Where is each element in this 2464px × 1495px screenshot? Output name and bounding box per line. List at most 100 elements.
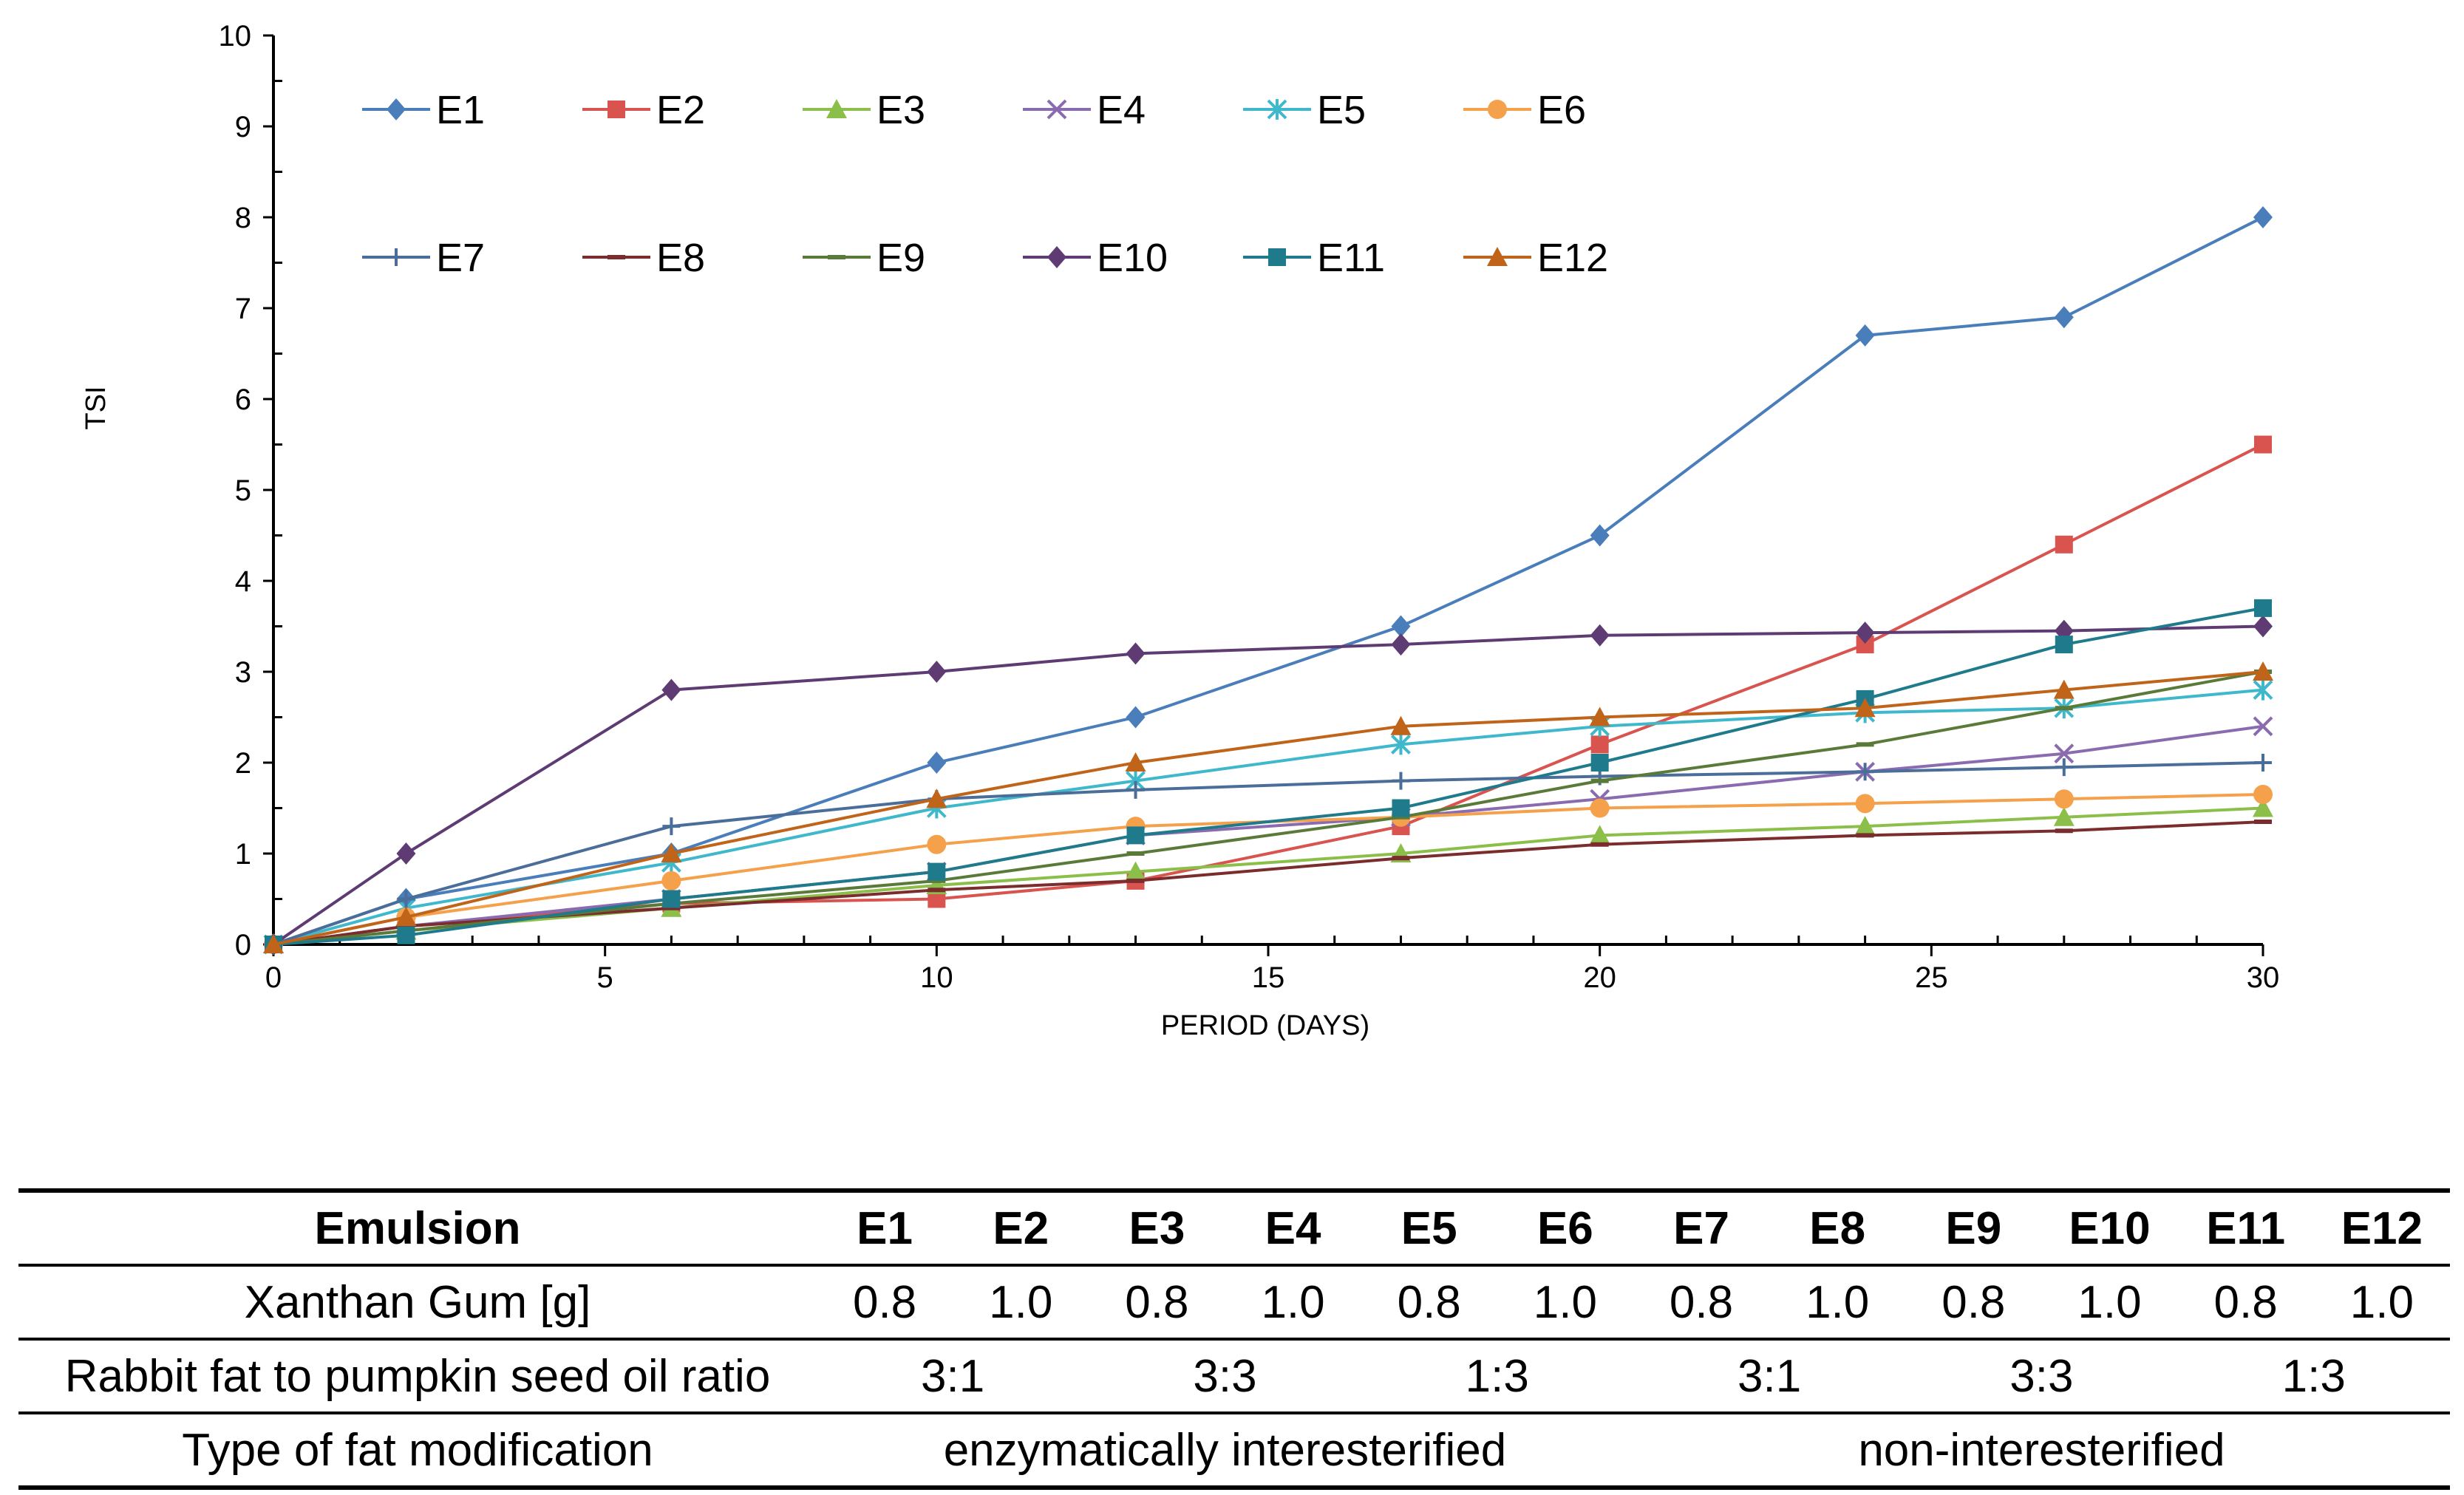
series-e2 bbox=[265, 435, 2272, 953]
data-point-e4 bbox=[2253, 716, 2273, 737]
data-point-e7 bbox=[2055, 758, 2073, 777]
emulsion-col-header: E7 bbox=[1633, 1188, 1770, 1267]
legend-marker bbox=[387, 248, 405, 266]
data-point-e12 bbox=[926, 789, 947, 808]
emulsion-col-header: E12 bbox=[2313, 1188, 2450, 1267]
data-point-e5 bbox=[2253, 679, 2273, 701]
y-tick-label: 9 bbox=[235, 111, 251, 143]
y-tick-label: 8 bbox=[235, 202, 251, 234]
data-point-e10 bbox=[1855, 622, 1875, 644]
legend-label-e2: E2 bbox=[656, 88, 705, 132]
data-point-e10 bbox=[927, 661, 947, 683]
y-tick-label: 0 bbox=[235, 929, 251, 961]
legend-label-e10: E10 bbox=[1097, 236, 1168, 280]
legend-marker bbox=[1267, 99, 1287, 120]
x-tick-label: 15 bbox=[1252, 961, 1285, 994]
legend-marker bbox=[1487, 247, 1508, 266]
emulsion-col-header: E10 bbox=[2041, 1188, 2178, 1267]
y-tick-label: 7 bbox=[235, 293, 251, 325]
modification-row-label: Type of fat modification bbox=[18, 1413, 817, 1490]
data-point-e11 bbox=[2055, 636, 2073, 654]
data-point-e2 bbox=[2254, 435, 2272, 454]
data-point-e7 bbox=[397, 890, 415, 908]
table-cell: 3:3 bbox=[1089, 1339, 1361, 1414]
series-line-e3 bbox=[273, 806, 2264, 946]
data-point-e11 bbox=[1126, 826, 1145, 845]
data-point-e7 bbox=[1126, 780, 1145, 799]
data-point-e7 bbox=[662, 817, 681, 836]
series-e7 bbox=[265, 754, 2272, 953]
data-point-e12 bbox=[1125, 752, 1146, 772]
data-point-e6 bbox=[2054, 789, 2074, 809]
emulsion-col-header: E8 bbox=[1769, 1188, 1906, 1267]
data-point-e11 bbox=[397, 926, 415, 944]
x-tick-label: 20 bbox=[1583, 961, 1616, 994]
data-point-e12 bbox=[2253, 661, 2273, 681]
x-tick-label: 5 bbox=[597, 961, 613, 994]
data-point-e10 bbox=[396, 842, 416, 865]
legend-label-e3: E3 bbox=[877, 88, 925, 132]
y-tick-label: 5 bbox=[235, 474, 251, 507]
modification-row: Type of fat modification enzymatically i… bbox=[18, 1413, 2450, 1490]
data-point-e10 bbox=[1590, 624, 1610, 647]
table-cell: 3:3 bbox=[1905, 1339, 2178, 1414]
emulsion-col-header: E4 bbox=[1225, 1188, 1361, 1267]
table-cell: 0.8 bbox=[1905, 1265, 2042, 1341]
legend-item-e3: E3 bbox=[803, 88, 925, 132]
table-cell: 0.8 bbox=[2177, 1265, 2314, 1341]
data-point-e6 bbox=[927, 834, 947, 854]
series-line-e5 bbox=[273, 688, 2264, 946]
legend-label-e8: E8 bbox=[656, 236, 705, 280]
data-point-e11 bbox=[928, 862, 946, 881]
data-point-e12 bbox=[2053, 679, 2075, 699]
y-tick-label: 6 bbox=[235, 384, 251, 416]
emulsion-col-header: E5 bbox=[1361, 1188, 1497, 1267]
emulsion-col-header: E1 bbox=[817, 1188, 953, 1267]
data-point-e11 bbox=[2254, 599, 2272, 617]
table-cell: 1:3 bbox=[1361, 1339, 1633, 1414]
legend-label-e4: E4 bbox=[1097, 88, 1146, 132]
x-axis-title: PERIOD (DAYS) bbox=[1161, 1010, 1369, 1041]
legend-label-e12: E12 bbox=[1537, 236, 1608, 280]
legend-item-e8: E8 bbox=[582, 236, 705, 280]
table-cell: 1.0 bbox=[1225, 1265, 1361, 1341]
data-point-e6 bbox=[2253, 785, 2273, 805]
series-line-e7 bbox=[273, 761, 2264, 946]
legend-item-e1: E1 bbox=[362, 88, 485, 132]
legend: E1 E2 E3 E4 E5 E6 E7 E8 E9 E10 E11 E12 bbox=[362, 88, 1608, 280]
legend-item-e10: E10 bbox=[1023, 236, 1168, 280]
legend-marker bbox=[387, 98, 406, 120]
data-point-e12 bbox=[1390, 715, 1412, 735]
series-lines bbox=[263, 206, 2273, 956]
xanthan-row-label: Xanthan Gum [g] bbox=[18, 1265, 817, 1341]
legend-item-e6: E6 bbox=[1463, 88, 1586, 132]
legend-item-e2: E2 bbox=[582, 88, 705, 132]
y-tick-label: 10 bbox=[219, 20, 252, 52]
table-cell: 1.0 bbox=[2041, 1265, 2178, 1341]
data-point-e1 bbox=[1391, 615, 1411, 638]
axes bbox=[263, 34, 2264, 956]
x-tick-label: 0 bbox=[265, 961, 282, 994]
table-cell: 3:1 bbox=[817, 1339, 1089, 1414]
y-tick-label: 1 bbox=[235, 838, 251, 871]
ratio-row: Rabbit fat to pumpkin seed oil ratio 3:1… bbox=[18, 1339, 2450, 1414]
table-cell: 0.8 bbox=[1633, 1265, 1770, 1341]
legend-label-e9: E9 bbox=[877, 236, 925, 280]
legend-marker bbox=[608, 101, 625, 118]
emulsion-composition-table: Emulsion E1 E2 E3 E4 E5 E6 E7 E8 E9 E10 … bbox=[18, 1188, 2450, 1490]
legend-item-e7: E7 bbox=[362, 236, 485, 280]
table-cell: 1:3 bbox=[2177, 1339, 2450, 1414]
legend-label-e1: E1 bbox=[436, 88, 485, 132]
legend-item-e12: E12 bbox=[1463, 236, 1608, 280]
data-point-e5 bbox=[1391, 734, 1411, 755]
y-tick-label: 4 bbox=[235, 565, 251, 598]
x-tick-label: 30 bbox=[2247, 961, 2280, 994]
emulsion-col-header: E2 bbox=[953, 1188, 1089, 1267]
data-point-e4 bbox=[2054, 743, 2075, 764]
data-point-e10 bbox=[1391, 633, 1411, 656]
data-point-e1 bbox=[1126, 706, 1146, 729]
legend-marker bbox=[1488, 100, 1507, 119]
series-line-e12 bbox=[273, 670, 2264, 946]
table-cell: 0.8 bbox=[817, 1265, 953, 1341]
